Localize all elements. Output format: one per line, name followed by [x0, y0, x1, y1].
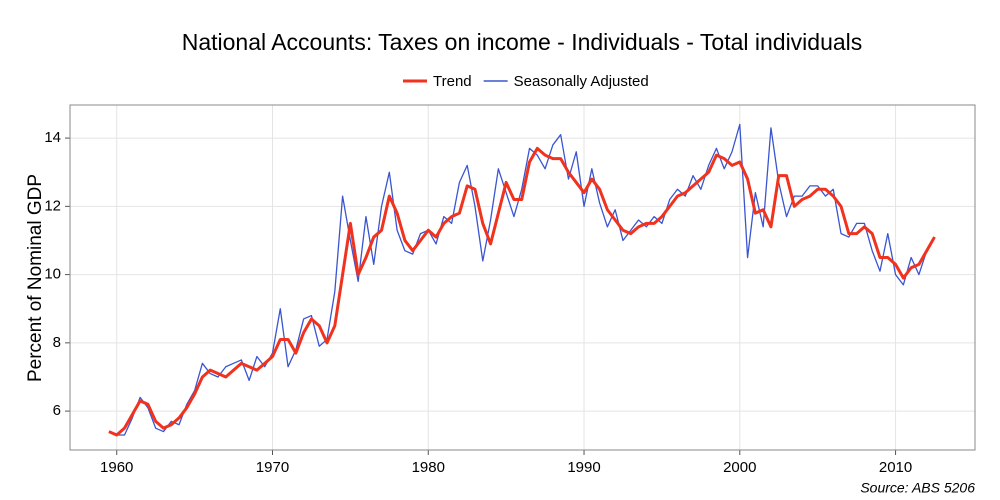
legend-label: Seasonally Adjusted	[514, 73, 649, 90]
line-series	[108, 146, 936, 437]
y-tick-label: 8	[53, 334, 61, 351]
line-series	[108, 123, 936, 436]
x-tick-label: 2010	[879, 459, 912, 476]
y-tick-label: 14	[44, 129, 61, 146]
y-axis-label: Percent of Nominal GDP	[25, 174, 46, 382]
y-tick-label: 12	[44, 197, 61, 214]
chart-title: National Accounts: Taxes on income - Ind…	[182, 29, 863, 55]
y-tick-label: 6	[53, 402, 61, 419]
legend: Trend Seasonally Adjusted	[403, 73, 649, 90]
x-tick-label: 1960	[100, 459, 133, 476]
x-tick-label: 1970	[256, 459, 289, 476]
source: Source: ABS 5206	[860, 480, 975, 496]
x-tick-label: 1990	[567, 459, 600, 476]
x-tick-label: 2000	[723, 459, 756, 476]
legend-label: Trend	[433, 73, 472, 90]
plot-border	[69, 104, 976, 451]
plot-background	[70, 105, 975, 450]
x-tick-label: 1980	[412, 459, 445, 476]
y-tick-label: 10	[44, 266, 61, 283]
